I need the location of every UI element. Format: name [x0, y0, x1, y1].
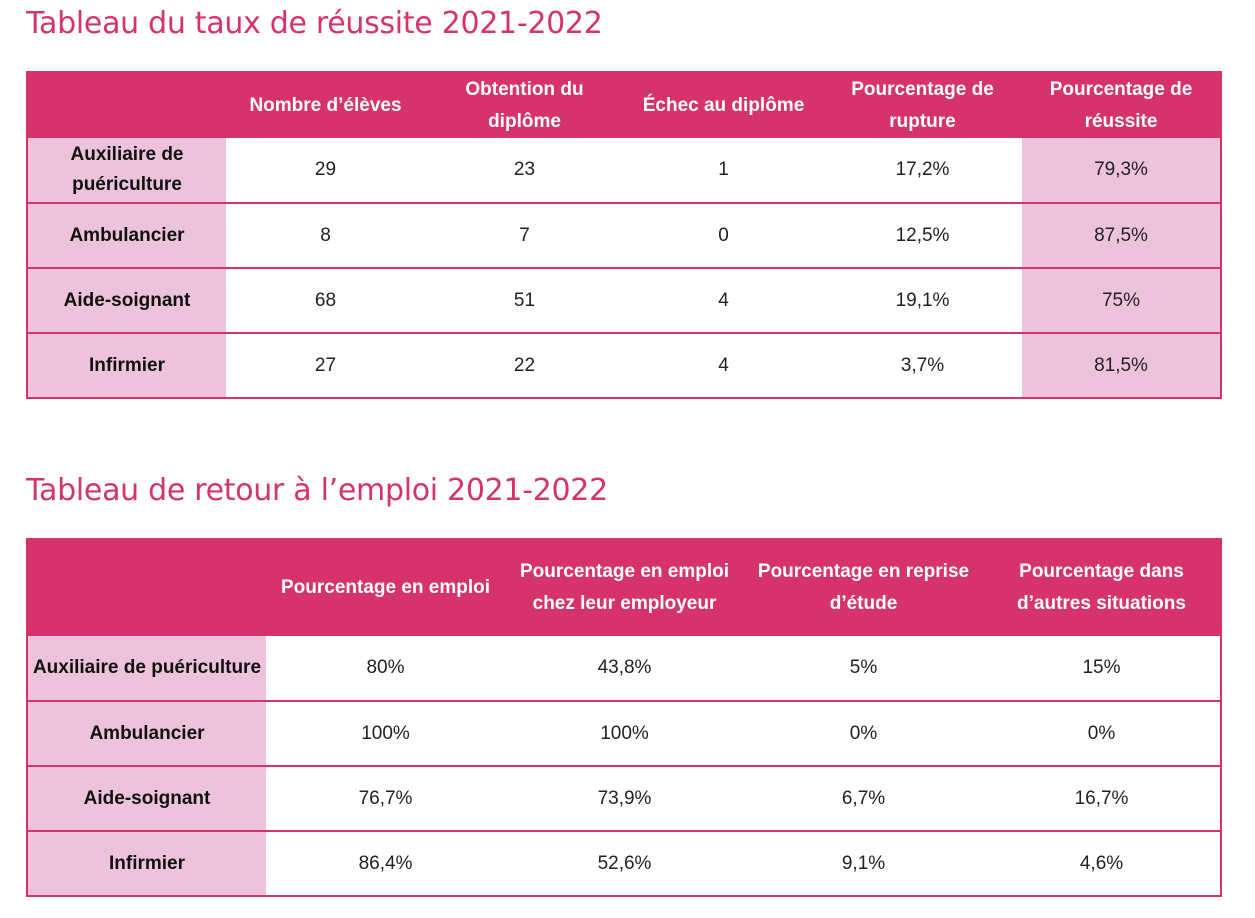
table-cell: 3,7%	[823, 333, 1022, 398]
row-label: Infirmier	[27, 831, 266, 896]
table-cell: 29	[226, 138, 425, 204]
table-cell: 68	[226, 268, 425, 334]
header-cell-other-situations-percentage: Pourcentage dans d’autres situations	[983, 539, 1221, 636]
header-cell-employed-by-employer-percentage: Pourcentage en emploi chez leur employeu…	[505, 539, 744, 636]
row-label: Ambulancier	[27, 203, 226, 269]
row-label: Aide-soignant	[27, 766, 266, 832]
table-cell: 73,9%	[505, 766, 744, 832]
table-cell: 86,4%	[266, 831, 505, 896]
success-percentage-cell: 79,3%	[1022, 138, 1221, 204]
header-cell-resumed-studies-percentage: Pourcentage en reprise d’étude	[744, 539, 983, 636]
table-cell: 100%	[266, 701, 505, 767]
header-cell-empty	[27, 72, 226, 138]
table-row: Aide-soignant 76,7% 73,9% 6,7% 16,7%	[27, 766, 1221, 832]
row-label: Aide-soignant	[27, 268, 226, 334]
table-cell: 9,1%	[744, 831, 983, 896]
success-rate-table-title: Tableau du taux de réussite 2021-2022	[26, 6, 603, 41]
table-cell: 51	[425, 268, 624, 334]
employment-table-title: Tableau de retour à l’emploi 2021-2022	[26, 473, 608, 508]
success-percentage-cell: 81,5%	[1022, 333, 1221, 398]
table-cell: 6,7%	[744, 766, 983, 832]
table-cell: 8	[226, 203, 425, 269]
table-cell: 4,6%	[983, 831, 1221, 896]
table-row: Auxiliaire de puériculture 29 23 1 17,2%…	[27, 138, 1221, 204]
table-cell: 0%	[744, 701, 983, 767]
table-cell: 7	[425, 203, 624, 269]
row-label: Auxiliaire de puériculture	[27, 636, 266, 702]
table-row: Ambulancier 8 7 0 12,5% 87,5%	[27, 203, 1221, 269]
header-cell-diploma-failed: Échec au diplôme	[624, 72, 823, 138]
table-cell: 0%	[983, 701, 1221, 767]
row-label: Auxiliaire de puériculture	[27, 138, 226, 204]
table-row: Ambulancier 100% 100% 0% 0%	[27, 701, 1221, 767]
table-cell: 17,2%	[823, 138, 1022, 204]
success-rate-table: Nombre d’élèves Obtention du diplôme Éch…	[26, 71, 1222, 399]
table-cell: 22	[425, 333, 624, 398]
row-label: Infirmier	[27, 333, 226, 398]
table-cell: 0	[624, 203, 823, 269]
header-cell-dropout-percentage: Pourcentage de rupture	[823, 72, 1022, 138]
table-header-row: Nombre d’élèves Obtention du diplôme Éch…	[27, 72, 1221, 138]
table-cell: 5%	[744, 636, 983, 702]
table-cell: 4	[624, 333, 823, 398]
table-cell: 43,8%	[505, 636, 744, 702]
table-cell: 27	[226, 333, 425, 398]
header-cell-success-percentage: Pourcentage de réussite	[1022, 72, 1221, 138]
success-percentage-cell: 87,5%	[1022, 203, 1221, 269]
header-cell-employed-percentage: Pourcentage en emploi	[266, 539, 505, 636]
success-percentage-cell: 75%	[1022, 268, 1221, 334]
table-cell: 12,5%	[823, 203, 1022, 269]
employment-return-table: Pourcentage en emploi Pourcentage en emp…	[26, 538, 1222, 897]
table-cell: 76,7%	[266, 766, 505, 832]
table-cell: 23	[425, 138, 624, 204]
table-row: Aide-soignant 68 51 4 19,1% 75%	[27, 268, 1221, 334]
header-cell-diploma-obtained: Obtention du diplôme	[425, 72, 624, 138]
table-cell: 80%	[266, 636, 505, 702]
table-cell: 1	[624, 138, 823, 204]
table-cell: 4	[624, 268, 823, 334]
table-row: Infirmier 27 22 4 3,7% 81,5%	[27, 333, 1221, 398]
table-row: Infirmier 86,4% 52,6% 9,1% 4,6%	[27, 831, 1221, 896]
header-cell-student-count: Nombre d’élèves	[226, 72, 425, 138]
row-label: Ambulancier	[27, 701, 266, 767]
table-cell: 15%	[983, 636, 1221, 702]
table-cell: 19,1%	[823, 268, 1022, 334]
header-cell-empty	[27, 539, 266, 636]
table-cell: 52,6%	[505, 831, 744, 896]
table-cell: 100%	[505, 701, 744, 767]
table-header-row: Pourcentage en emploi Pourcentage en emp…	[27, 539, 1221, 636]
table-cell: 16,7%	[983, 766, 1221, 832]
table-row: Auxiliaire de puériculture 80% 43,8% 5% …	[27, 636, 1221, 702]
